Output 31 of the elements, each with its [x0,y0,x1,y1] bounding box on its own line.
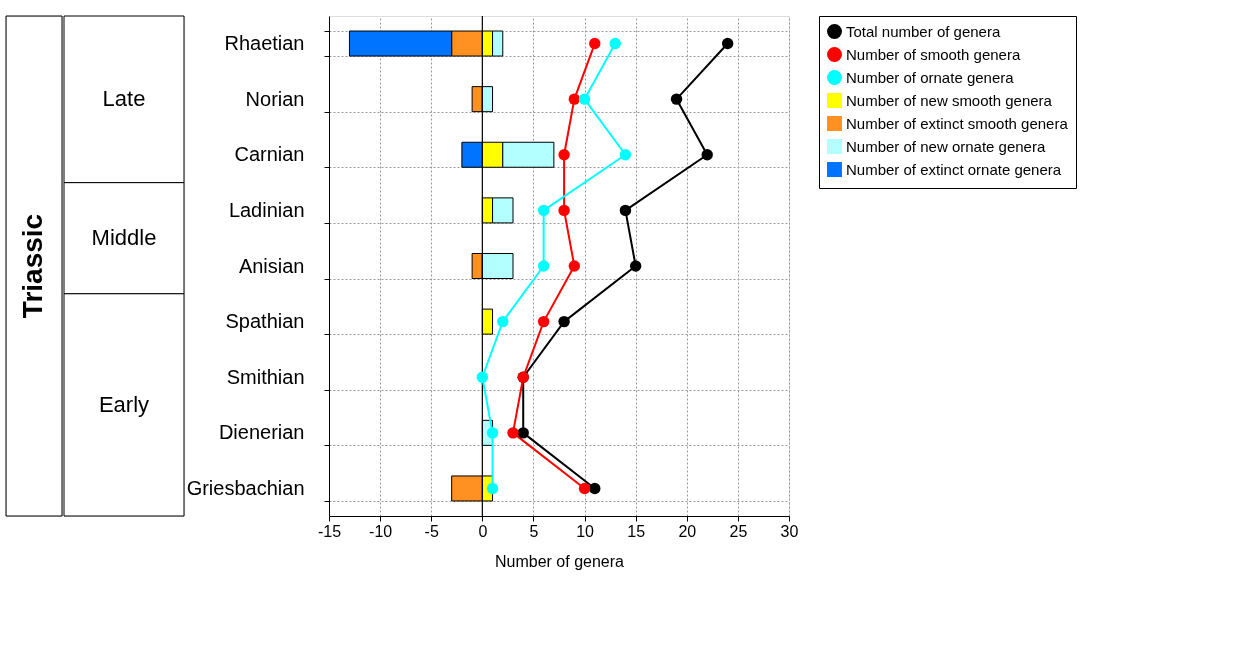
x-tick-label: 30 [780,522,799,540]
text: Late [102,86,146,112]
legend-label: Total number of genera [846,22,1001,40]
text: Early [98,391,150,417]
x-tick-label: 10 [576,522,595,540]
legend-label: Number of ornate genera [846,68,1015,86]
y-tick-label: Spathian [225,310,305,333]
y-tick-label: Smithian [226,365,305,388]
text: Middle [91,225,157,251]
x-tick-label: -10 [369,522,393,540]
x-tick-label: 0 [478,522,488,540]
x-tick-label: 20 [678,522,697,540]
x-tick-label: 25 [729,522,748,540]
y-tick-label: Dienerian [218,421,305,444]
y-tick-label: Rhaetian [224,32,305,55]
y-tick-label: Griesbachian [186,476,305,499]
x-tick-label: -5 [424,522,439,540]
legend-label: Number of smooth genera [846,45,1021,63]
y-tick-label: Anisian [238,254,305,277]
x-tick-label: 15 [627,522,646,540]
x-tick-label: -15 [317,522,342,540]
y-tick-label: Norian [245,87,305,110]
x-axis-title: Number of genera [495,552,625,570]
legend-label: Number of extinct smooth genera [846,114,1069,132]
legend-label: Number of extinct ornate genera [846,160,1062,178]
text: Triassic [17,213,48,319]
legend-label: Number of new smooth genera [846,91,1053,109]
y-tick-label: Ladinian [228,198,305,221]
y-tick-label: Carnian [234,143,305,166]
legend-label: Number of new ornate genera [846,137,1046,155]
x-tick-label: 5 [529,522,539,540]
